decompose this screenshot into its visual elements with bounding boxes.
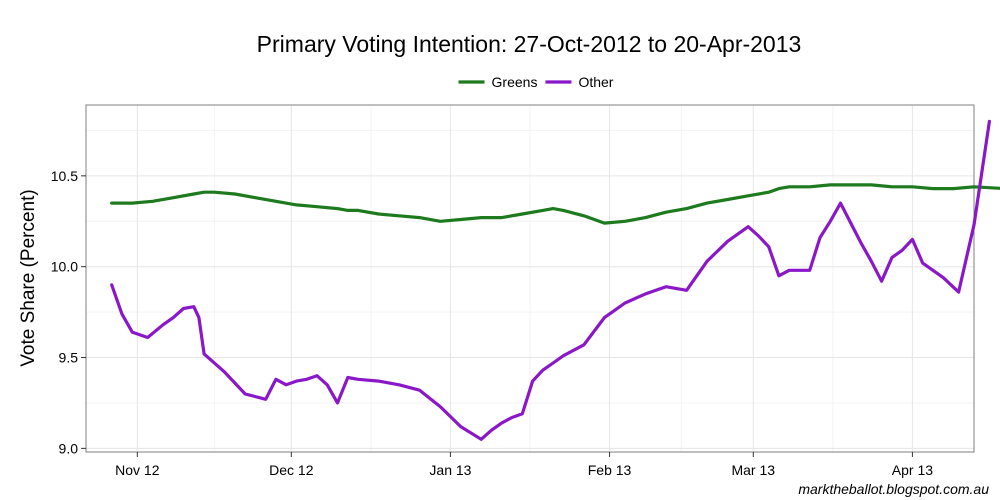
legend-label-other: Other [578, 74, 613, 90]
x-tick-label: Jan 13 [429, 462, 471, 478]
y-tick-label: 10.5 [51, 168, 78, 184]
minor-gridlines [86, 105, 974, 452]
y-tick-label: 9.0 [59, 440, 79, 456]
credit-text: marktheballot.blogspot.com.au [798, 481, 989, 497]
x-axis: Nov 12 Dec 12 Jan 13 Feb 13 Mar 13 Apr 13 [115, 452, 933, 478]
y-tick-label: 10.0 [51, 259, 78, 275]
x-tick-label: Feb 13 [588, 462, 632, 478]
y-tick-label: 9.5 [59, 350, 79, 366]
legend: Greens Other [458, 74, 614, 90]
x-tick-label: Nov 12 [115, 462, 160, 478]
chart-title: Primary Voting Intention: 27-Oct-2012 to… [257, 31, 802, 57]
y-axis: 9.0 9.5 10.0 10.5 [51, 168, 86, 456]
x-tick-label: Mar 13 [731, 462, 775, 478]
x-tick-label: Apr 13 [892, 462, 933, 478]
series-lines [110, 119, 1000, 441]
plot-panel [85, 104, 975, 453]
series-line-greens [110, 183, 1000, 225]
major-gridlines [86, 105, 974, 452]
legend-label-greens: Greens [492, 74, 538, 90]
y-axis-title: Vote Share (Percent) [18, 189, 39, 366]
x-tick-label: Dec 12 [269, 462, 314, 478]
series-line-other [110, 119, 992, 441]
